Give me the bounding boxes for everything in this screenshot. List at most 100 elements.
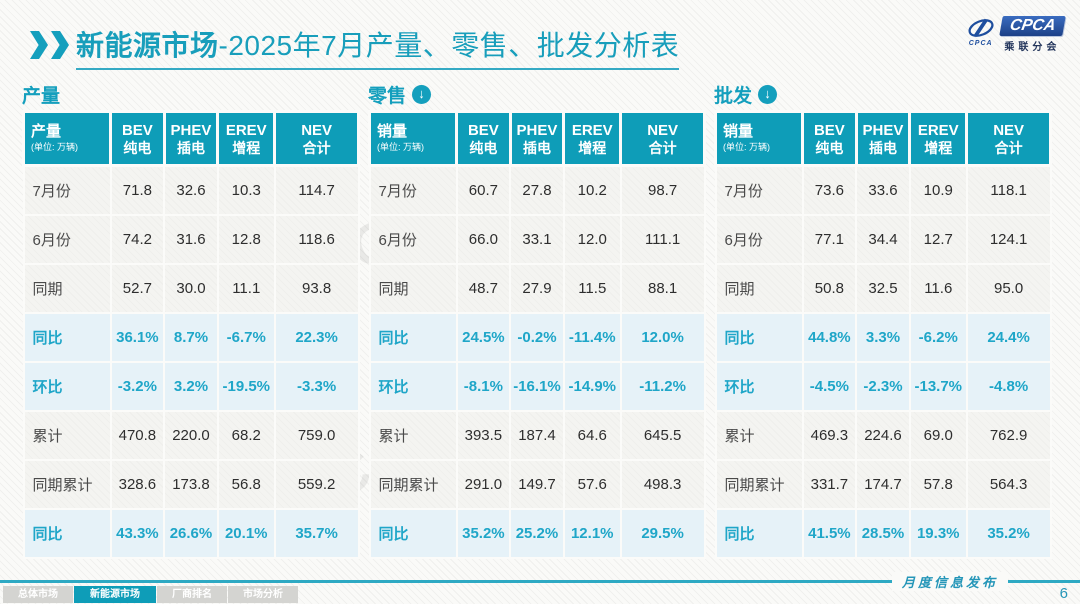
table-row: 6月份 66.0 33.1 12.0 111.1 [368,213,706,265]
col-header-erev: EREV 增程 [908,110,969,167]
data-cell: 328.6 [109,458,166,510]
row-label: 累计 [714,409,804,461]
data-cell: 469.3 [801,409,858,461]
table-row: 同期累计 331.7 174.7 57.8 564.3 [714,458,1052,510]
data-cell: 564.3 [965,458,1052,510]
data-cell: 12.0% [619,311,706,363]
production-section: 产量 产量 (单位: 万辆) BEV 纯电 PHEV 插电 EREV 增程 NEV 合计… [21,82,360,559]
table-row: 累计 393.5 187.4 64.6 645.5 [368,409,706,461]
data-cell: 64.6 [562,409,622,461]
retail-table: 销量 (单位: 万辆) BEV 纯电 PHEV 插电 EREV 增程 NEV 合计 7月… [367,110,706,559]
table-row: 同期累计 291.0 149.7 57.6 498.3 [368,458,706,510]
tab-nev-market[interactable]: 新能源市场 [74,586,156,603]
col-header-bev: BEV 纯电 [801,110,858,167]
title-rest-part: -2025年7月产量、零售、批发分析表 [218,30,680,61]
down-arrow-icon: ↓ [758,84,778,104]
table-header-row: 产量 (单位: 万辆) BEV 纯电 PHEV 插电 EREV 增程 NEV 合计 [21,110,360,167]
unit-label: (单位: 万辆) [31,142,78,152]
data-cell: 114.7 [273,164,360,216]
row-label: 环比 [714,360,804,412]
data-cell: 27.8 [509,164,565,216]
data-cell: -8.1% [455,360,512,412]
data-cell: 32.6 [163,164,219,216]
data-cell: 118.6 [273,213,360,265]
measure-label: 销量 [377,123,408,140]
data-cell: 50.8 [801,262,858,314]
data-cell: 33.1 [509,213,565,265]
table-row: 环比 -8.1% -16.1% -14.9% -11.2% [368,360,706,412]
col-header-bev: BEV 纯电 [109,110,166,167]
production-table: 产量 (单位: 万辆) BEV 纯电 PHEV 插电 EREV 增程 NEV 合计 7月… [21,110,360,559]
tab-overall-market[interactable]: 总体市场 [3,586,73,603]
col-header-phev: PHEV 插电 [854,110,912,167]
data-cell: 11.5 [562,262,622,314]
data-cell: 41.5% [801,507,858,559]
data-cell: 331.7 [801,458,858,510]
data-cell: 88.1 [619,262,706,314]
row-label: 同比 [22,507,112,559]
data-cell: 12.7 [908,213,968,265]
section-title-wholesale: 批发 [714,85,753,107]
wholesale-section: 批发 ↓ 销量 (单位: 万辆) BEV 纯电 PHEV 插电 EREV 增程 NEV… [713,82,1052,559]
data-cell: 10.3 [216,164,276,216]
data-cell: 74.2 [109,213,166,265]
data-cell: 10.9 [908,164,968,216]
data-cell: 73.6 [801,164,858,216]
table-row: 7月份 71.8 32.6 10.3 114.7 [22,164,360,216]
data-cell: 36.1% [109,311,166,363]
data-cell: 8.7% [163,311,219,363]
table-row: 同比 41.5% 28.5% 19.3% 35.2% [714,507,1052,559]
col-header-nev: NEV 合计 [273,110,360,167]
section-title-retail: 零售 [368,85,407,107]
unit-label: (单位: 万辆) [723,142,770,152]
cpca-logo: CPCA CPCA 乘联分会 [966,16,1066,53]
row-label: 同期累计 [714,458,804,510]
data-cell: 291.0 [455,458,512,510]
tab-market-analysis[interactable]: 市场分析 [228,586,298,603]
data-cell: 25.2% [509,507,565,559]
data-cell: 35.2% [455,507,512,559]
measure-header-cell: 销量 (单位: 万辆) [367,110,459,167]
row-label: 同比 [22,311,112,363]
table-row: 6月份 77.1 34.4 12.7 124.1 [714,213,1052,265]
row-label: 同期 [714,262,804,314]
col-header-erev: EREV 增程 [562,110,623,167]
tab-oem-ranking[interactable]: 厂商排名 [157,586,227,603]
publication-label: 月度信息发布 [891,572,1008,591]
data-cell: -4.8% [965,360,1052,412]
table-row: 同比 24.5% -0.2% -11.4% 12.0% [368,311,706,363]
table-header-row: 销量 (单位: 万辆) BEV 纯电 PHEV 插电 EREV 增程 NEV 合计 [713,110,1052,167]
data-cell: -0.2% [509,311,565,363]
row-label: 环比 [22,360,112,412]
data-cell: 28.5% [855,507,911,559]
row-label: 同比 [714,507,804,559]
row-label: 7月份 [714,164,804,216]
cpca-swoosh-label: CPCA [968,40,993,47]
data-cell: 220.0 [163,409,219,461]
page-number: 6 [1059,585,1068,602]
data-cell: 3.2% [163,360,219,412]
data-cell: 98.7 [619,164,706,216]
row-label: 6月份 [368,213,458,265]
table-header-row: 销量 (单位: 万辆) BEV 纯电 PHEV 插电 EREV 增程 NEV 合计 [367,110,706,167]
measure-label: 销量 [723,123,754,140]
table-row: 7月份 73.6 33.6 10.9 118.1 [714,164,1052,216]
data-cell: -16.1% [509,360,565,412]
data-cell: 77.1 [801,213,858,265]
data-cell: 24.5% [455,311,512,363]
data-cell: 10.2 [562,164,622,216]
row-label: 同比 [714,311,804,363]
data-cell: 43.3% [109,507,166,559]
table-row: 环比 -3.2% 3.2% -19.5% -3.3% [22,360,360,412]
col-header-bev: BEV 纯电 [455,110,512,167]
title-bold-part: 新能源市场 [76,30,219,61]
data-cell: 498.3 [619,458,706,510]
row-label: 同期累计 [368,458,458,510]
data-cell: 35.7% [273,507,360,559]
col-header-phev: PHEV 插电 [508,110,566,167]
data-cell: -6.2% [908,311,968,363]
data-cell: 559.2 [273,458,360,510]
col-header-nev: NEV 合计 [619,110,706,167]
row-label: 同比 [368,507,458,559]
